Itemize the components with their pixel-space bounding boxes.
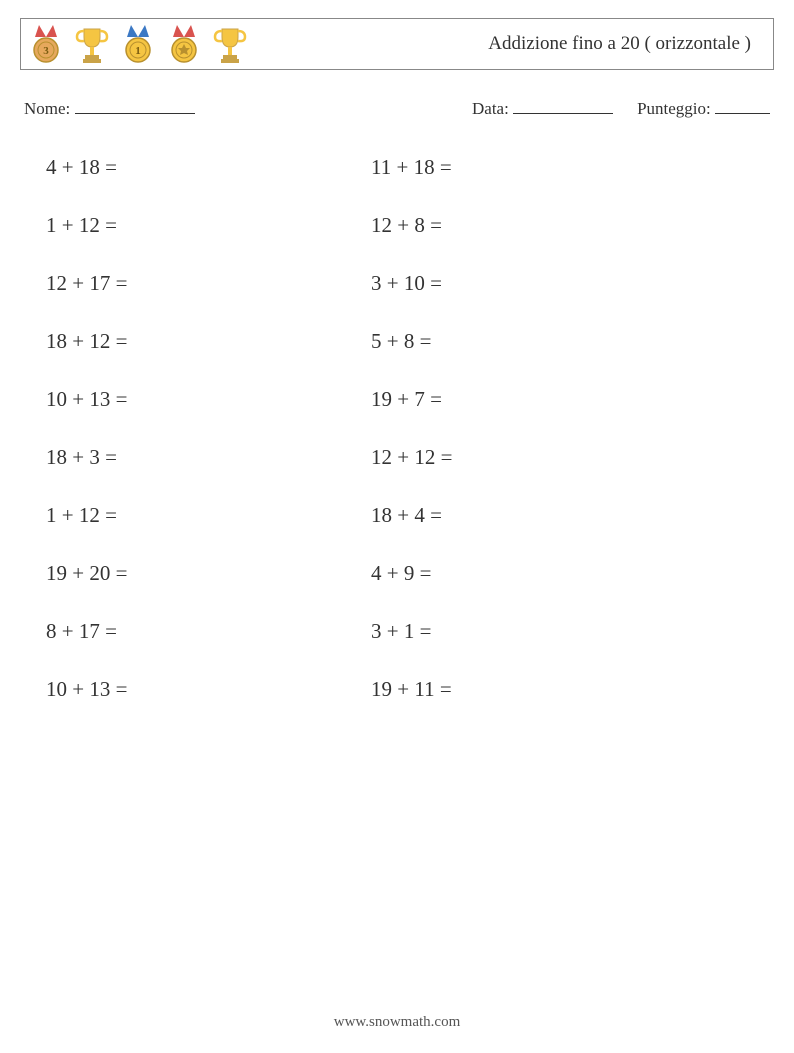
- problem-left: 1 + 12 =: [46, 213, 371, 238]
- date-field: Data:: [472, 96, 613, 119]
- problem-left: 4 + 18 =: [46, 155, 371, 180]
- problem-right: 19 + 11 =: [371, 677, 696, 702]
- problem-row: 10 + 13 =19 + 11 =: [46, 677, 774, 702]
- problem-right: 5 + 8 =: [371, 329, 696, 354]
- medal-star-icon: [165, 22, 203, 66]
- problem-row: 8 + 17 =3 + 1 =: [46, 619, 774, 644]
- date-label: Data:: [472, 99, 509, 118]
- info-row: Nome: Data: Punteggio:: [20, 96, 774, 119]
- name-label: Nome:: [24, 99, 70, 118]
- problem-right: 12 + 8 =: [371, 213, 696, 238]
- medal-gold-icon: 1: [119, 22, 157, 66]
- problem-row: 10 + 13 =19 + 7 =: [46, 387, 774, 412]
- worksheet-title: Addizione fino a 20 ( orizzontale ): [488, 33, 761, 55]
- medal-bronze-icon: 3: [27, 22, 65, 66]
- info-right: Data: Punteggio:: [472, 96, 770, 119]
- problem-left: 18 + 12 =: [46, 329, 371, 354]
- problem-left: 19 + 20 =: [46, 561, 371, 586]
- problem-right: 4 + 9 =: [371, 561, 696, 586]
- trophy-small-icon: [211, 22, 249, 66]
- problem-left: 12 + 17 =: [46, 271, 371, 296]
- date-blank[interactable]: [513, 96, 613, 114]
- score-blank[interactable]: [715, 96, 770, 114]
- score-label: Punteggio:: [637, 99, 711, 118]
- problem-row: 4 + 18 =11 + 18 =: [46, 155, 774, 180]
- svg-text:1: 1: [135, 45, 141, 57]
- problem-row: 18 + 3 =12 + 12 =: [46, 445, 774, 470]
- problem-right: 3 + 10 =: [371, 271, 696, 296]
- problem-row: 18 + 12 =5 + 8 =: [46, 329, 774, 354]
- footer-link: www.snowmath.com: [0, 1014, 794, 1031]
- problem-row: 1 + 12 =18 + 4 =: [46, 503, 774, 528]
- problem-right: 19 + 7 =: [371, 387, 696, 412]
- problem-row: 19 + 20 =4 + 9 =: [46, 561, 774, 586]
- header-box: 3 1 Addizione fino a 20 ( orizzontale ): [20, 18, 774, 70]
- problem-right: 18 + 4 =: [371, 503, 696, 528]
- problem-row: 12 + 17 =3 + 10 =: [46, 271, 774, 296]
- problem-right: 11 + 18 =: [371, 155, 696, 180]
- problem-left: 10 + 13 =: [46, 677, 371, 702]
- problem-left: 8 + 17 =: [46, 619, 371, 644]
- problem-left: 1 + 12 =: [46, 503, 371, 528]
- problem-right: 12 + 12 =: [371, 445, 696, 470]
- header-icons: 3 1: [25, 22, 249, 66]
- problem-right: 3 + 1 =: [371, 619, 696, 644]
- problem-left: 18 + 3 =: [46, 445, 371, 470]
- name-blank[interactable]: [75, 96, 195, 114]
- worksheet-page: 3 1 Addizione fino a 20 ( orizzontale ): [0, 0, 794, 702]
- name-field: Nome:: [24, 96, 472, 119]
- problems-grid: 4 + 18 =11 + 18 =1 + 12 =12 + 8 =12 + 17…: [20, 149, 774, 702]
- score-field: Punteggio:: [637, 96, 770, 119]
- problem-row: 1 + 12 =12 + 8 =: [46, 213, 774, 238]
- problem-left: 10 + 13 =: [46, 387, 371, 412]
- svg-text:3: 3: [43, 45, 49, 57]
- trophy-gold-icon: [73, 22, 111, 66]
